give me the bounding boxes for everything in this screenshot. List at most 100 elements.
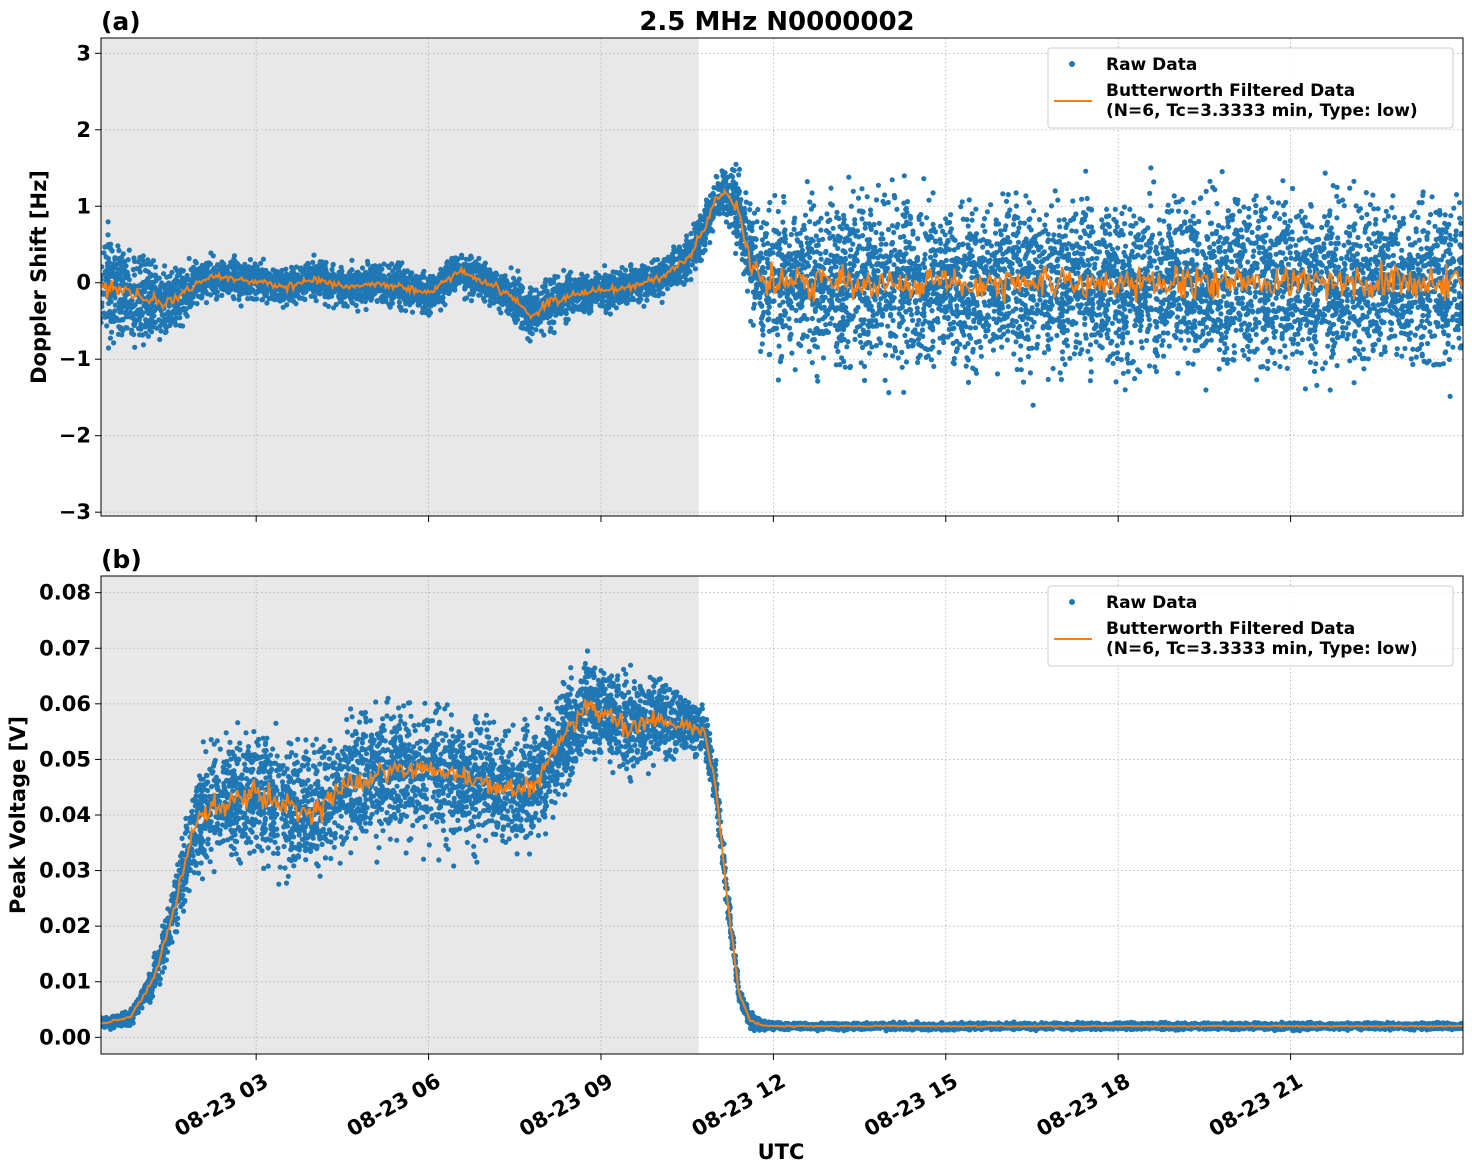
raw-data-point — [820, 316, 826, 322]
raw-data-point — [850, 188, 856, 194]
raw-data-point — [1394, 351, 1400, 357]
raw-data-point — [1084, 195, 1090, 202]
raw-data-point — [1299, 337, 1306, 343]
raw-data-point — [1310, 345, 1316, 351]
raw-data-point — [1041, 350, 1047, 356]
raw-data-point — [1363, 223, 1370, 229]
raw-data-point — [1052, 188, 1058, 194]
raw-data-point — [932, 229, 939, 235]
raw-data-point — [1217, 263, 1223, 269]
raw-data-point — [1438, 257, 1444, 263]
plot-area — [101, 161, 1463, 408]
raw-data-point — [1218, 311, 1224, 317]
raw-data-point — [1203, 387, 1209, 393]
raw-data-point — [1088, 356, 1094, 362]
raw-data-point — [1054, 332, 1060, 339]
raw-data-point — [1435, 301, 1442, 307]
raw-data-point — [1275, 200, 1282, 206]
raw-data-point — [231, 253, 238, 259]
raw-data-point — [878, 340, 884, 346]
raw-data-point — [126, 247, 132, 253]
raw-data-point — [921, 176, 927, 182]
raw-data-point — [1269, 199, 1275, 205]
raw-data-point — [1415, 304, 1421, 310]
raw-data-point — [1254, 282, 1260, 288]
raw-data-point — [901, 233, 907, 240]
raw-data-point — [1363, 190, 1369, 196]
raw-data-point — [1388, 231, 1394, 237]
raw-data-point — [1077, 234, 1084, 241]
raw-data-point — [895, 355, 901, 361]
raw-data-point — [1059, 349, 1066, 355]
raw-data-point — [796, 341, 802, 347]
raw-data-point — [852, 336, 858, 342]
raw-data-point — [1082, 315, 1088, 321]
raw-data-point — [841, 336, 847, 342]
raw-data-point — [1419, 318, 1425, 324]
raw-data-point — [945, 315, 951, 321]
raw-data-point — [123, 325, 129, 331]
raw-data-point — [1122, 387, 1128, 393]
raw-data-point — [1224, 215, 1230, 221]
raw-data-point — [1241, 352, 1247, 359]
raw-data-point — [1245, 259, 1251, 265]
raw-data-point — [1412, 332, 1418, 338]
raw-data-point — [965, 340, 971, 347]
raw-data-point — [1105, 335, 1111, 341]
raw-data-point — [902, 332, 908, 339]
raw-data-point — [1238, 327, 1244, 333]
raw-data-point — [1247, 348, 1253, 354]
raw-data-point — [1035, 334, 1041, 340]
raw-data-point — [1280, 250, 1286, 256]
raw-data-point — [1415, 261, 1421, 267]
raw-data-point — [1152, 364, 1158, 370]
raw-data-point — [873, 229, 879, 236]
raw-data-point — [1298, 350, 1304, 356]
raw-data-point — [804, 179, 810, 185]
raw-data-point — [1249, 229, 1255, 235]
raw-data-point — [780, 219, 786, 225]
raw-data-point — [1064, 308, 1070, 314]
raw-data-point — [1271, 308, 1277, 314]
raw-data-point — [817, 251, 824, 257]
raw-data-point — [1421, 253, 1427, 260]
raw-data-point — [892, 345, 898, 351]
raw-data-point — [1182, 219, 1188, 225]
raw-data-point — [1240, 347, 1246, 353]
raw-data-point — [781, 290, 787, 296]
raw-data-point — [758, 250, 764, 256]
raw-data-point — [922, 301, 928, 307]
raw-data-point — [1197, 305, 1203, 311]
raw-data-point — [723, 219, 730, 225]
raw-data-point — [777, 302, 783, 308]
raw-data-point — [1271, 334, 1277, 340]
raw-data-point — [1131, 213, 1137, 219]
raw-data-point — [1256, 250, 1263, 256]
raw-data-point — [1073, 344, 1079, 350]
raw-data-point — [786, 243, 793, 249]
raw-data-point — [713, 173, 719, 179]
raw-data-point — [904, 339, 910, 345]
raw-data-point — [1011, 221, 1017, 228]
raw-data-point — [1302, 229, 1308, 235]
raw-data-point — [964, 235, 971, 241]
raw-data-point — [918, 211, 924, 218]
raw-data-point — [883, 306, 889, 312]
raw-data-point — [965, 223, 971, 229]
raw-data-point — [828, 185, 834, 191]
raw-data-point — [1057, 370, 1063, 376]
raw-data-point — [1329, 231, 1335, 237]
raw-data-point — [812, 306, 818, 312]
raw-data-point — [607, 311, 614, 317]
raw-data-point — [1287, 218, 1293, 224]
raw-data-point — [899, 364, 905, 370]
raw-data-point — [1325, 343, 1331, 349]
raw-data-point — [1392, 214, 1398, 220]
raw-data-point — [794, 231, 800, 237]
raw-data-point — [1344, 336, 1350, 342]
raw-data-point — [1176, 226, 1182, 232]
raw-data-point — [950, 340, 956, 346]
raw-data-point — [468, 255, 475, 261]
raw-data-point — [772, 192, 778, 199]
raw-data-point — [832, 242, 838, 248]
